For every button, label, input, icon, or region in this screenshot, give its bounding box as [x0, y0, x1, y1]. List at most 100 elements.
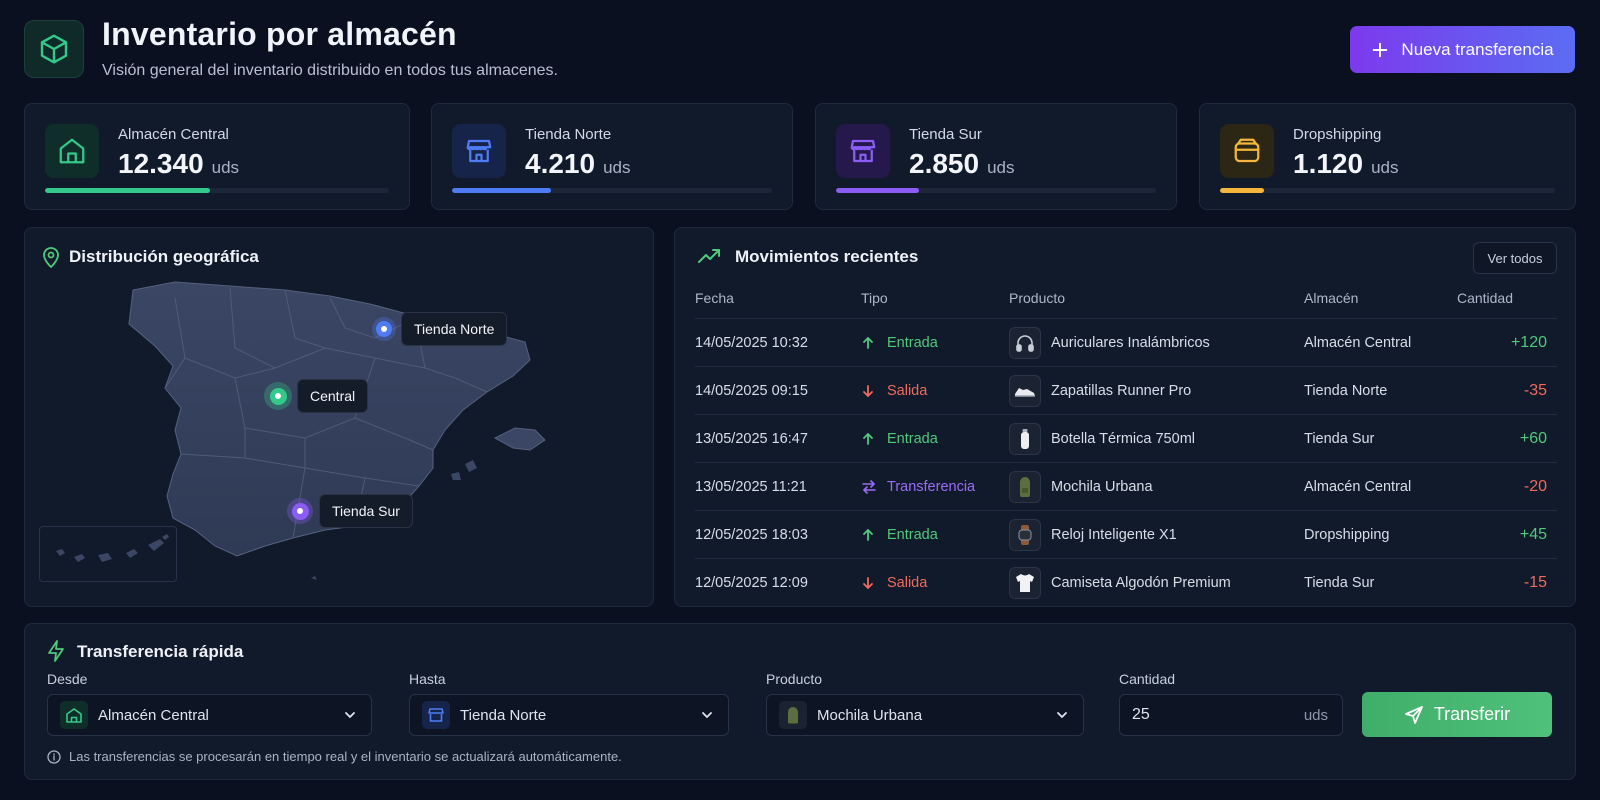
column-header-type[interactable]: Tipo — [861, 290, 888, 306]
qty-input[interactable]: 25 uds — [1119, 694, 1343, 736]
headphones-icon — [1009, 327, 1041, 359]
stat-card-tienda-sur[interactable]: Tienda Sur 2.850 uds — [815, 103, 1177, 210]
transfer-arrows-icon — [862, 480, 876, 494]
info-icon — [47, 749, 61, 764]
stat-name: Tienda Norte — [525, 126, 612, 143]
stat-progress — [452, 188, 772, 193]
qty-label: Cantidad — [1119, 671, 1176, 687]
map-title: Distribución geográfica — [69, 247, 259, 266]
row-type: Salida — [861, 367, 927, 415]
table-row[interactable]: 12/05/2025 18:03 Entrada Reloj Inteligen… — [695, 510, 1557, 558]
page-subtitle: Visión general del inventario distribuid… — [102, 62, 558, 79]
row-product: Mochila Urbana — [1009, 463, 1153, 511]
product-label: Producto — [766, 671, 823, 687]
table-row[interactable]: 13/05/2025 16:47 Entrada Botella Térmica… — [695, 414, 1557, 462]
row-qty: -20 — [1523, 478, 1547, 495]
stat-name: Almacén Central — [118, 126, 229, 143]
row-type: Salida — [861, 559, 927, 606]
store-icon — [422, 701, 450, 729]
stat-progress — [836, 188, 1156, 193]
send-icon — [1404, 705, 1423, 724]
from-label: Desde — [47, 671, 88, 687]
stat-card-dropshipping[interactable]: Dropshipping 1.120 uds — [1199, 103, 1576, 210]
pin-tienda-norte[interactable] — [372, 317, 396, 341]
location-pin-icon — [43, 247, 59, 268]
column-header-date[interactable]: Fecha — [695, 290, 734, 306]
row-date: 12/05/2025 12:09 — [695, 575, 808, 591]
stat-progress — [1220, 188, 1555, 193]
transfer-note: Las transferencias se procesarán en tiem… — [47, 749, 622, 764]
qty-value: 25 — [1132, 706, 1150, 723]
to-value: Tienda Norte — [460, 706, 547, 724]
geo-distribution-panel: Distribución geográfica Tienda Norte Cen… — [24, 227, 654, 607]
canary-islands-inset — [39, 526, 177, 582]
quick-transfer-panel: Transferencia rápida Desde Almacén Centr… — [24, 623, 1576, 780]
page-title: Inventario por almacén — [102, 16, 457, 52]
pin-tienda-sur[interactable] — [287, 498, 313, 524]
row-type: Entrada — [861, 511, 938, 559]
stat-value: 2.850 uds — [909, 148, 1015, 179]
row-type: Entrada — [861, 319, 938, 367]
stat-progress-fill — [1220, 188, 1264, 193]
row-qty: -35 — [1523, 382, 1547, 399]
bottle-icon — [1009, 423, 1041, 455]
to-label: Hasta — [409, 671, 446, 687]
row-warehouse: Almacén Central — [1304, 479, 1412, 495]
column-header-warehouse[interactable]: Almacén — [1304, 290, 1359, 306]
stat-card-tienda-norte[interactable]: Tienda Norte 4.210 uds — [431, 103, 793, 210]
stat-card-central[interactable]: Almacén Central 12.340 uds — [24, 103, 410, 210]
row-type: Entrada — [861, 415, 938, 463]
column-header-qty[interactable]: Cantidad — [1456, 290, 1513, 306]
map-label-central: Central — [297, 379, 369, 413]
table-row[interactable]: 14/05/2025 09:15 Salida Zapatillas Runne… — [695, 366, 1557, 414]
product-select[interactable]: Mochila Urbana — [766, 694, 1084, 736]
row-date: 12/05/2025 18:03 — [695, 527, 808, 543]
arrow-up-icon — [863, 528, 873, 541]
warehouse-icon — [45, 124, 99, 178]
app-logo — [24, 20, 84, 78]
tshirt-icon — [1009, 567, 1041, 599]
watch-icon — [1009, 519, 1041, 551]
row-product: Camiseta Algodón Premium — [1009, 559, 1231, 606]
row-qty: +45 — [1519, 526, 1547, 543]
table-row[interactable]: 13/05/2025 11:21 Transferencia Mochila U… — [695, 462, 1557, 510]
from-value: Almacén Central — [98, 706, 209, 724]
new-transfer-label: Nueva transferencia — [1401, 39, 1554, 59]
store-icon — [452, 124, 506, 178]
chevron-down-icon — [345, 712, 355, 719]
plus-icon — [1373, 42, 1388, 57]
pin-central[interactable] — [264, 382, 292, 410]
column-header-product[interactable]: Producto — [1009, 290, 1066, 306]
box-icon — [40, 34, 68, 64]
row-warehouse: Tienda Sur — [1304, 575, 1375, 591]
chevron-down-icon — [1057, 712, 1067, 719]
table-row[interactable]: 14/05/2025 10:32 Entrada Auriculares Ina… — [695, 318, 1557, 366]
recent-movements-panel: Movimientos recientes Ver todos Fecha Ti… — [674, 227, 1576, 607]
row-product: Botella Térmica 750ml — [1009, 415, 1195, 463]
arrow-down-icon — [863, 577, 873, 590]
new-transfer-button[interactable]: Nueva transferencia — [1350, 26, 1575, 73]
row-warehouse: Dropshipping — [1304, 527, 1390, 543]
backpack-icon — [779, 701, 807, 729]
warehouse-icon — [60, 701, 88, 729]
row-warehouse: Tienda Norte — [1304, 383, 1388, 399]
trending-up-icon — [698, 249, 720, 263]
table-row[interactable]: 12/05/2025 12:09 Salida Camiseta Algodón… — [695, 558, 1557, 606]
row-date: 13/05/2025 16:47 — [695, 431, 808, 447]
stat-name: Dropshipping — [1293, 126, 1382, 143]
transfer-button[interactable]: Transferir — [1362, 692, 1552, 737]
from-select[interactable]: Almacén Central — [47, 694, 372, 736]
map-label-tienda-norte: Tienda Norte — [401, 312, 508, 346]
view-all-button[interactable]: Ver todos — [1473, 242, 1557, 274]
row-qty: +120 — [1510, 334, 1547, 351]
arrow-up-icon — [863, 336, 873, 349]
arrow-down-icon — [863, 385, 873, 398]
row-date: 13/05/2025 11:21 — [695, 479, 807, 495]
row-product: Reloj Inteligente X1 — [1009, 511, 1177, 559]
spain-map — [128, 281, 546, 580]
stat-value: 12.340 uds — [118, 148, 240, 179]
product-value: Mochila Urbana — [817, 706, 923, 724]
row-product: Auriculares Inalámbricos — [1009, 319, 1210, 367]
to-select[interactable]: Tienda Norte — [409, 694, 729, 736]
chevron-down-icon — [702, 712, 712, 719]
